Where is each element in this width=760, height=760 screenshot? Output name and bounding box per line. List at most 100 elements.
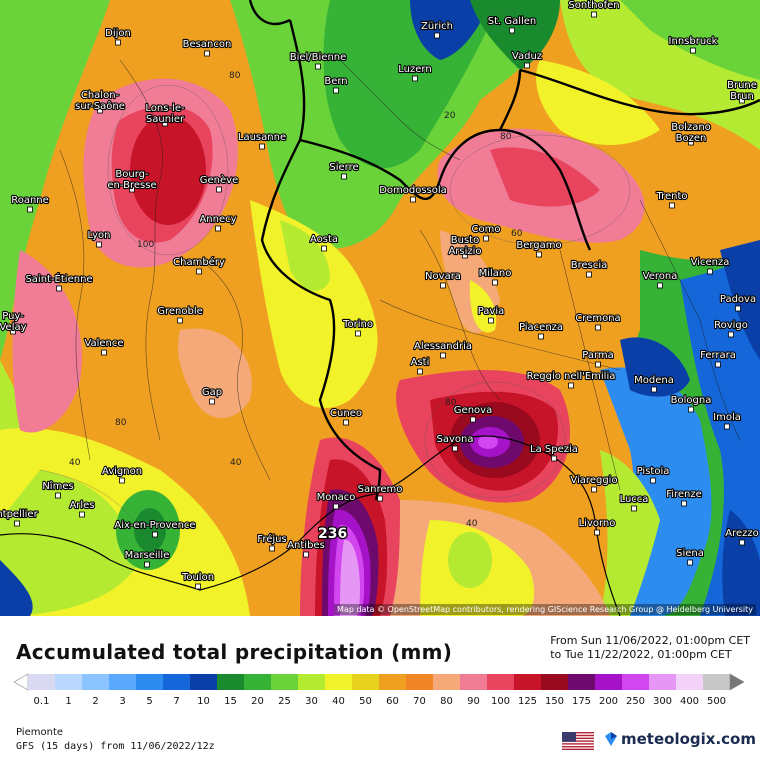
city-label: Bern <box>324 76 347 87</box>
city-dot <box>631 505 637 512</box>
city-marker: Reggio nell'Emilia <box>526 370 616 389</box>
scale-swatch <box>433 674 461 690</box>
city-dot <box>321 245 327 252</box>
city-label: Milano <box>479 268 512 279</box>
city-marker: ntpellier <box>0 508 40 527</box>
scale-swatch <box>325 674 353 690</box>
field-sea-peak <box>340 539 360 616</box>
city-dot <box>10 328 16 335</box>
scale-label: 5 <box>146 696 153 707</box>
city-dot <box>492 279 498 286</box>
field-marseille-dark <box>134 508 166 552</box>
city-dot <box>144 561 150 568</box>
city-label: Vicenza <box>691 257 730 268</box>
city-dot <box>462 252 468 259</box>
city-label: Aosta <box>310 234 338 245</box>
city-label: Pistoia <box>637 466 670 477</box>
scale-swatch <box>649 674 677 690</box>
city-label: Busto <box>451 235 479 246</box>
city-marker: Grenoble <box>156 305 204 324</box>
city-dot <box>196 268 202 275</box>
city-label: Asti <box>411 357 430 368</box>
city-label: Annecy <box>199 214 236 225</box>
city-marker: Marseille <box>124 549 170 568</box>
city-dot <box>417 368 423 375</box>
city-label: Brune <box>727 80 757 91</box>
city-label: Rovigo <box>714 320 748 331</box>
field-sea-green <box>448 532 492 588</box>
scale-label: 20 <box>251 696 264 707</box>
scale-swatch <box>379 674 407 690</box>
chart-title: Accumulated total precipitation (mm) <box>16 640 453 664</box>
city-dot <box>119 477 125 484</box>
city-label: Bolzano <box>671 122 711 133</box>
city-dot <box>412 75 418 82</box>
scale-swatch <box>406 674 434 690</box>
scale-swatch <box>28 674 56 690</box>
scale-label: 400 <box>679 696 700 707</box>
city-label: Sierre <box>329 162 358 173</box>
city-marker: Chambéry <box>172 255 226 275</box>
city-dot <box>690 47 696 54</box>
city-dot <box>687 559 693 566</box>
field-provence-green <box>0 470 140 616</box>
city-marker: Padova <box>719 293 757 312</box>
city-label: Reggio nell'Emilia <box>527 371 616 382</box>
city-marker: La Spezia <box>529 443 579 462</box>
city-dot <box>470 416 476 423</box>
city-label: Brescia <box>571 260 608 271</box>
city-label: Imola <box>713 412 741 423</box>
city-marker: Vaduz <box>511 50 543 69</box>
city-marker: Avignon <box>101 465 143 484</box>
city-dot <box>568 382 574 389</box>
scale-label: 2 <box>92 696 99 707</box>
city-label: Lons-le- <box>145 103 185 114</box>
field-tyrol-yellow <box>536 60 660 145</box>
city-marker: Annecy <box>198 213 238 232</box>
scale-swatch <box>190 674 218 690</box>
city-label: Bozen <box>676 133 707 144</box>
field-zurich-blue <box>410 0 490 60</box>
city-label: Alessandria <box>414 341 472 352</box>
city-dot <box>739 97 745 104</box>
scale-swatch <box>622 674 650 690</box>
city-marker: Asti <box>410 356 430 375</box>
us-flag-icon[interactable] <box>562 732 594 750</box>
city-label: Bergamo <box>516 240 561 251</box>
city-label: Nîmes <box>42 480 73 492</box>
city-marker: Siena <box>675 547 705 566</box>
scale-label: 175 <box>571 696 592 707</box>
city-dot <box>195 583 201 590</box>
city-label: Parma <box>582 350 614 361</box>
city-marker: Brescia <box>570 259 608 278</box>
city-label: Siena <box>676 548 704 559</box>
scale-label: 40 <box>332 696 345 707</box>
brand-logo[interactable]: meteologix.com <box>604 730 756 748</box>
city-marker: Domodossola <box>378 184 448 203</box>
city-label: Torino <box>342 319 373 330</box>
model-run-info: GFS (15 days) from 11/06/2022/12z <box>16 741 215 752</box>
field-stgallen-dark <box>470 0 560 70</box>
city-label: Fréjus <box>257 533 286 545</box>
city-marker: Fréjus <box>256 532 288 552</box>
scale-arrow-low <box>13 673 29 691</box>
city-label: Cremona <box>575 313 620 324</box>
city-dot <box>538 333 544 340</box>
city-label: Livorno <box>579 518 616 529</box>
city-marker: Dijon <box>104 27 132 46</box>
city-dot <box>96 241 102 248</box>
regional-borders <box>59 59 741 491</box>
city-label: Trento <box>655 191 687 202</box>
coastline <box>0 435 621 616</box>
scale-label: 3 <box>119 696 126 707</box>
field-austria-green <box>620 0 760 80</box>
city-dot <box>728 331 734 338</box>
contour-value-label: 20 <box>444 111 456 121</box>
city-marker: Verona <box>642 270 678 289</box>
city-marker: Lausanne <box>237 131 287 150</box>
contour-value-label: 40 <box>466 519 478 529</box>
city-label: Arles <box>69 500 94 511</box>
city-dot <box>594 529 600 536</box>
city-dot <box>215 225 221 232</box>
scale-label: 25 <box>278 696 291 707</box>
